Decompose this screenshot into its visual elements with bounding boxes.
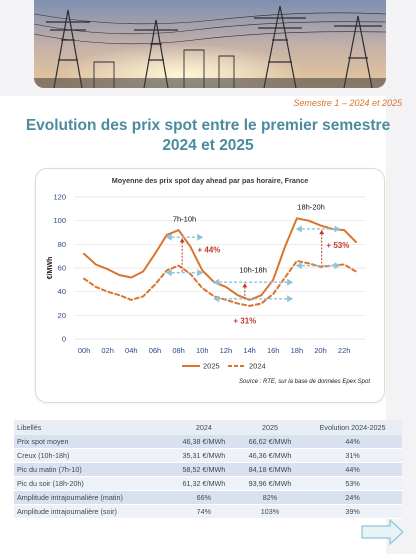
annotation-label: 18h-20h: [297, 202, 325, 211]
table-cell: 103%: [236, 504, 304, 519]
chart-title: Moyenne des prix spot day ahead par pas …: [112, 176, 309, 185]
table-cell: 66%: [170, 490, 237, 505]
x-tick-label: 14h: [243, 346, 256, 355]
table-cell: 93,96 €/MWh: [236, 476, 304, 491]
table-cell: 39%: [303, 504, 402, 519]
table-header-cell: 2025: [236, 420, 304, 435]
period-label: Semestre 1 – 2024 et 2025: [293, 98, 402, 108]
x-tick-label: 22h: [338, 346, 351, 355]
table-cell: 44%: [303, 462, 402, 477]
annotation-vertical-head: [242, 283, 248, 288]
table-row: Pic du soir (18h-20h) 61,32 €/MWh 93,96 €/…: [14, 476, 402, 491]
annotation-arrowhead: [213, 278, 220, 286]
y-tick-label: 100: [53, 216, 66, 225]
table-cell: 84,18 €/MWh: [236, 462, 304, 477]
table-row: Creux (10h-18h) 35,31 €/MWh 46,36 €/MWh 31%: [14, 448, 402, 463]
y-tick-label: 20: [58, 311, 66, 320]
y-axis-label: €/MWh: [47, 257, 54, 280]
series-line-2025: [83, 217, 357, 301]
table-cell: 82%: [236, 490, 304, 505]
x-tick-label: 06h: [149, 346, 162, 355]
legend-label: 2024: [249, 362, 266, 371]
y-tick-label: 60: [58, 264, 66, 273]
table-header-row: Libellés 2024 2025 Evolution 2024-2025: [14, 420, 402, 435]
annotation-percent: + 53%: [326, 241, 349, 250]
x-tick-label: 16h: [267, 346, 280, 355]
table-row: Amplitude intrajournalière (matin) 66% 82%…: [14, 490, 402, 505]
x-tick-label: 10h: [196, 346, 209, 355]
price-table: Libellés 2024 2025 Evolution 2024-2025 Prix…: [14, 420, 402, 519]
y-tick-label: 0: [62, 335, 66, 344]
annotation-arrowhead: [213, 295, 220, 303]
annotation-arrowhead: [334, 225, 341, 233]
table-cell: Pic du soir (18h-20h): [14, 476, 171, 491]
table-body: Prix spot moyen 46,38 €/MWh 66,62 €/MWh 44%…: [14, 435, 402, 519]
x-tick-label: 04h: [125, 346, 138, 355]
annotation-percent: + 31%: [233, 317, 256, 326]
table-header-cell: Evolution 2024-2025: [303, 420, 402, 435]
table-row: Amplitude intrajournalière (soir) 74% 103%…: [14, 504, 402, 519]
x-tick-label: 12h: [220, 346, 233, 355]
table-cell: 35,31 €/MWh: [170, 448, 237, 463]
power-lines-photo: [34, 0, 386, 88]
page-title: Evolution des prix spot entre le premier…: [25, 117, 391, 154]
legend-label: 2025: [203, 362, 220, 371]
table-cell: 58,52 €/MWh: [170, 462, 237, 477]
y-tick-label: 120: [53, 193, 66, 202]
annotation-arrowhead: [197, 269, 204, 277]
chart-source: Source : RTE, sur la base de données Epe…: [239, 379, 370, 385]
chart-card: Moyenne des prix spot day ahead par pas …: [35, 168, 385, 403]
table-cell: Creux (10h-18h): [14, 448, 171, 463]
table-cell: 24%: [303, 490, 402, 505]
table-cell: 46,38 €/MWh: [170, 435, 237, 449]
x-tick-label: 20h: [314, 346, 327, 355]
table-cell: 74%: [170, 504, 237, 519]
x-tick-label: 00h: [78, 346, 91, 355]
annotation-arrowhead: [165, 269, 172, 277]
table-cell: Prix spot moyen: [14, 435, 171, 449]
table-cell: Amplitude intrajournalière (soir): [14, 504, 171, 519]
annotation-percent: + 44%: [198, 246, 221, 255]
series-line-2024: [83, 259, 357, 307]
annotation-label: 7h-10h: [173, 214, 196, 223]
table-cell: 44%: [303, 435, 402, 449]
y-tick-label: 80: [58, 240, 66, 249]
table-cell: 31%: [303, 448, 402, 463]
x-tick-label: 18h: [291, 346, 304, 355]
table-cell: 61,32 €/MWh: [170, 476, 237, 491]
y-tick-label: 40: [58, 287, 66, 296]
table-cell: 66,62 €/MWh: [236, 435, 304, 449]
table-cell: Pic du matin (7h-10): [14, 462, 171, 477]
table-row: Prix spot moyen 46,38 €/MWh 66,62 €/MWh 44%: [14, 435, 402, 449]
table-row: Pic du matin (7h-10) 58,52 €/MWh 84,18 €/M…: [14, 462, 402, 477]
annotation-vertical-head: [179, 238, 185, 243]
annotation-arrowhead: [334, 262, 341, 270]
annotation-arrowhead: [287, 278, 294, 286]
annotation-arrowhead: [295, 225, 302, 233]
annotation-label: 10h-18h: [239, 266, 267, 275]
annotation-arrowhead: [197, 233, 204, 241]
table-header-cell: 2024: [170, 420, 237, 435]
table-cell: 46,36 €/MWh: [236, 448, 304, 463]
x-tick-label: 08h: [172, 346, 185, 355]
annotation-arrowhead: [165, 233, 172, 241]
table-header-cell: Libellés: [14, 420, 171, 435]
table-cell: Amplitude intrajournalière (matin): [14, 490, 171, 505]
annotation-arrowhead: [295, 262, 302, 270]
annotation-arrowhead: [287, 295, 294, 303]
table-cell: 53%: [303, 476, 402, 491]
next-arrow-icon[interactable]: [360, 519, 404, 545]
annotation-vertical-head: [319, 230, 325, 235]
price-line-chart: Moyenne des prix spot day ahead par pas …: [47, 176, 370, 385]
x-tick-label: 02h: [101, 346, 114, 355]
